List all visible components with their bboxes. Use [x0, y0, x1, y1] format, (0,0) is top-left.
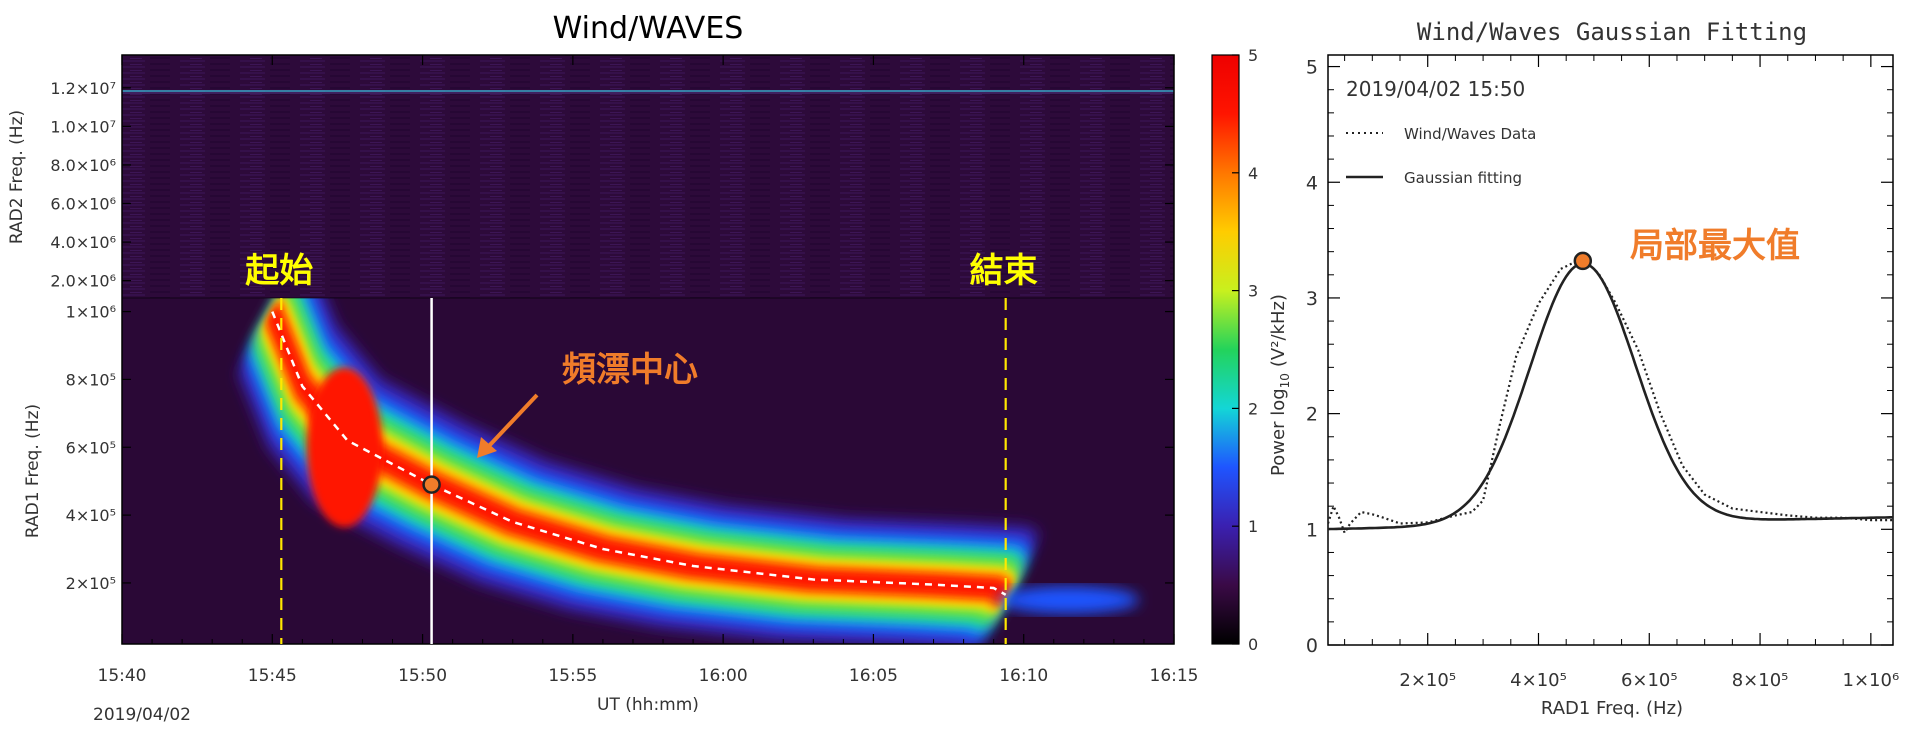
right-y-tick-label: 2 — [1306, 404, 1318, 426]
rad1-y-tick-label: 6×10⁵ — [66, 438, 116, 457]
colorbar — [1211, 54, 1240, 645]
colorbar-tick-label: 0 — [1248, 635, 1258, 654]
right-x-tick-label: 1×10⁶ — [1843, 670, 1900, 691]
left-chart-title: Wind/WAVES — [553, 11, 744, 46]
left-x-tick-label: 16:00 — [699, 666, 748, 686]
right-y-axis-prefix: Power log — [1268, 388, 1289, 476]
right-x-tick-label: 8×10⁵ — [1732, 670, 1789, 691]
rad1-y-tick-label: 1×10⁶ — [66, 303, 116, 322]
end-marker-label: 結束 — [970, 251, 1038, 291]
rad1-y-axis-label: RAD1 Freq. (Hz) — [23, 404, 43, 538]
right-x-tick-label: 2×10⁵ — [1399, 670, 1456, 691]
heatmap-core — [306, 367, 383, 528]
peak-point — [1573, 251, 1593, 271]
right-y-axis-units: (V²/kHz) — [1268, 294, 1289, 367]
rad2-y-tick-label: 6.0×10⁶ — [50, 195, 116, 214]
left-date-label: 2019/04/02 — [93, 705, 191, 725]
left-x-tick-label: 15:50 — [398, 666, 447, 686]
rad1-heatmap — [238, 298, 1139, 644]
right-x-tick-label: 6×10⁵ — [1621, 670, 1678, 691]
local-max-label: 局部最大值 — [1630, 226, 1800, 266]
rad2-y-tick-label: 8.0×10⁶ — [50, 156, 116, 175]
right-y-tick-label: 0 — [1306, 635, 1318, 657]
rad1-y-tick-label: 2×10⁵ — [66, 574, 116, 593]
colorbar-tick-label: 1 — [1248, 517, 1258, 536]
left-x-tick-label: 16:05 — [849, 666, 898, 686]
right-y-axis-sub: 10 — [1278, 373, 1292, 388]
rad2-y-tick-label: 1.2×10⁷ — [50, 79, 116, 98]
right-y-tick-label: 3 — [1306, 288, 1318, 310]
left-x-tick-label: 16:10 — [999, 666, 1048, 686]
rad2-y-tick-label: 2.0×10⁶ — [50, 272, 116, 291]
colorbar-tick-label: 3 — [1248, 282, 1258, 301]
rad2-emission-line — [122, 90, 1174, 92]
heatmap-tail — [998, 585, 1139, 614]
left-x-tick-label: 15:40 — [98, 666, 147, 686]
drift-center-curve — [271, 311, 1007, 596]
colorbar-tick-label: 4 — [1248, 164, 1258, 183]
rad2-y-tick-label: 4.0×10⁶ — [50, 233, 116, 252]
right-y-axis-label: Power log10 (V²/kHz) — [1268, 294, 1292, 476]
left-plot-frame — [121, 54, 1175, 645]
left-x-axis-label: UT (hh:mm) — [597, 695, 699, 715]
drift-center-point — [422, 475, 441, 494]
rad2-panel — [122, 55, 1174, 298]
left-x-tick-label: 15:45 — [248, 666, 297, 686]
annotation-arrowhead — [477, 437, 497, 458]
right-y-tick-label: 5 — [1306, 57, 1318, 79]
drift-center-label: 頻漂中心 — [562, 350, 698, 390]
legend-data-label: Wind/Waves Data — [1404, 125, 1536, 143]
left-x-tick-label: 16:15 — [1150, 666, 1199, 686]
rad1-y-tick-label: 8×10⁵ — [66, 370, 116, 389]
start-marker-label: 起始 — [245, 251, 313, 291]
right-plot-frame — [1327, 54, 1894, 646]
rad2-y-axis-label: RAD2 Freq. (Hz) — [7, 110, 27, 244]
gaussian-fit-line — [1328, 262, 1893, 531]
right-y-tick-label: 1 — [1306, 519, 1318, 541]
right-x-axis-label: RAD1 Freq. (Hz) — [1541, 698, 1683, 719]
rad2-y-tick-label: 1.0×10⁷ — [50, 117, 116, 136]
rad1-y-tick-label: 4×10⁵ — [66, 506, 116, 525]
legend-fit-label: Gaussian fitting — [1404, 169, 1522, 187]
right-chart-title: Wind/Waves Gaussian Fitting — [1417, 18, 1807, 46]
annotation-arrow — [486, 393, 539, 449]
data-series-line — [1328, 259, 1893, 536]
colorbar-tick-label: 5 — [1248, 46, 1258, 65]
right-y-tick-label: 4 — [1306, 172, 1318, 194]
left-x-tick-label: 15:55 — [548, 666, 597, 686]
right-timestamp: 2019/04/02 15:50 — [1346, 77, 1525, 101]
right-x-tick-label: 4×10⁵ — [1510, 670, 1567, 691]
colorbar-tick-label: 2 — [1248, 399, 1258, 418]
right-legend: Wind/Waves Data Gaussian fitting — [1346, 125, 1536, 187]
